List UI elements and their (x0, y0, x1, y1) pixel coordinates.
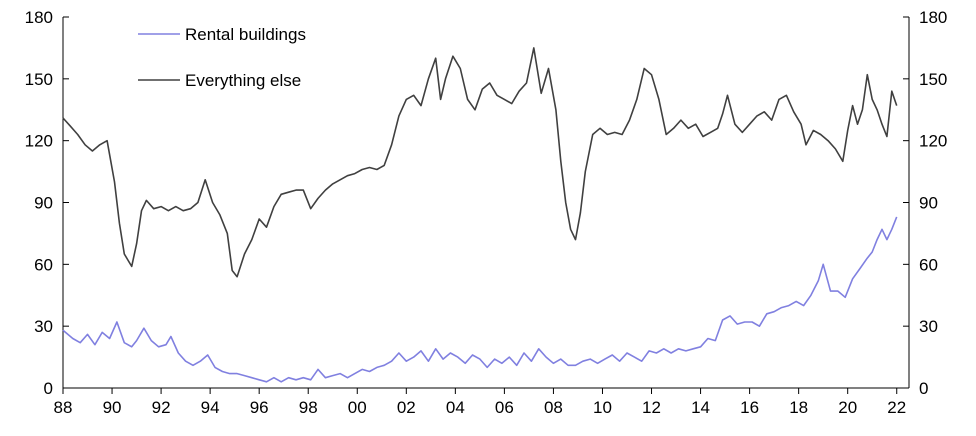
x-tick-label: 22 (887, 398, 906, 417)
series-lines (62, 47, 898, 383)
right-y-tick-label: 30 (919, 317, 938, 336)
right-y-tick-label: 120 (919, 132, 947, 151)
left-y-tick-label: 30 (34, 317, 53, 336)
right-y-ticks: 0 30 60 90 120 150 180 (903, 8, 947, 398)
left-y-ticks: 0 30 60 90 120 150 180 (25, 8, 69, 398)
x-tick-label: 14 (691, 398, 710, 417)
right-y-tick-label: 0 (919, 379, 928, 398)
right-y-tick-label: 60 (919, 255, 938, 274)
x-tick-label: 88 (54, 398, 73, 417)
x-tick-label: 96 (250, 398, 269, 417)
legend-label: Everything else (185, 71, 301, 90)
right-y-tick-label: 150 (919, 70, 947, 89)
x-tick-label: 94 (201, 398, 220, 417)
x-tick-label: 18 (789, 398, 808, 417)
series-line-rental-buildings (62, 216, 898, 383)
legend-label: Rental buildings (185, 25, 306, 44)
right-y-tick-label: 90 (919, 194, 938, 213)
left-y-tick-label: 90 (34, 194, 53, 213)
x-tick-label: 98 (299, 398, 318, 417)
series-line-everything-else (62, 47, 898, 278)
chart-axes: 0 30 60 90 120 150 180 0 30 60 90 120 150 180 88 90 92… (25, 8, 948, 417)
legend: Rental buildings Everything else (138, 25, 306, 90)
x-tick-label: 02 (397, 398, 416, 417)
x-tick-label: 90 (103, 398, 122, 417)
x-tick-label: 92 (152, 398, 171, 417)
x-tick-label: 04 (446, 398, 465, 417)
left-y-tick-label: 150 (25, 70, 53, 89)
x-tick-label: 16 (740, 398, 759, 417)
left-y-tick-label: 180 (25, 8, 53, 27)
x-tick-label: 06 (495, 398, 514, 417)
x-tick-label: 10 (593, 398, 612, 417)
left-y-tick-label: 0 (44, 379, 53, 398)
x-ticks: 88 90 92 94 96 98 00 02 04 06 08 10 12 14 16 18 20 22 (54, 388, 906, 417)
x-tick-label: 08 (544, 398, 563, 417)
left-y-tick-label: 120 (25, 132, 53, 151)
right-y-tick-label: 180 (919, 8, 947, 27)
x-tick-label: 12 (642, 398, 661, 417)
x-tick-label: 20 (838, 398, 857, 417)
left-y-tick-label: 60 (34, 255, 53, 274)
x-tick-label: 00 (348, 398, 367, 417)
